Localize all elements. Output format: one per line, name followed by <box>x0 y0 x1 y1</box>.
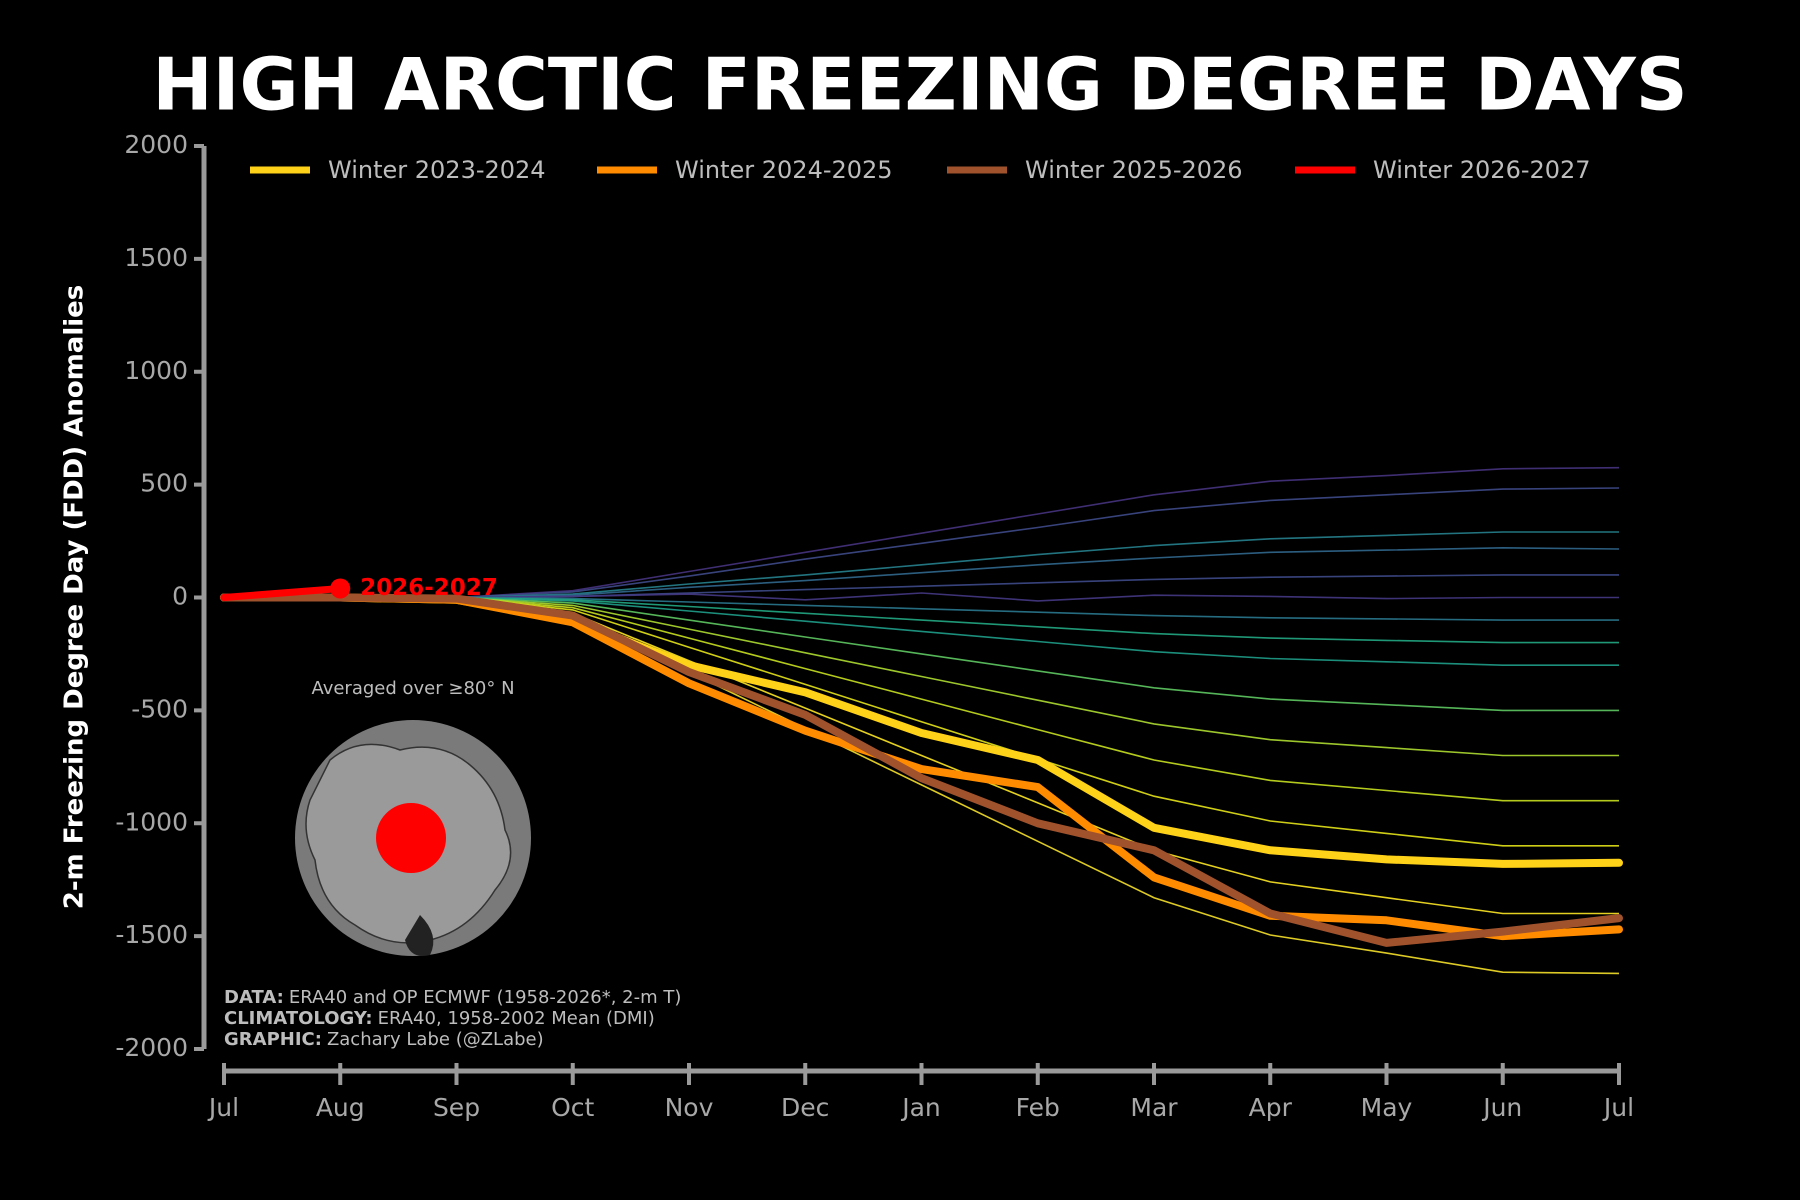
legend-item: Winter 2023-2024 <box>250 156 546 184</box>
current-label: 2026-2027 <box>360 575 498 601</box>
footnote: CLIMATOLOGY: ERA40, 1958-2002 Mean (DMI) <box>224 1008 655 1029</box>
chart-title: HIGH ARCTIC FREEZING DEGREE DAYS <box>152 43 1687 127</box>
x-tick-label: Mar <box>1130 1093 1178 1122</box>
y-tick-label: 1000 <box>124 356 188 385</box>
y-tick-label: 2000 <box>124 130 188 159</box>
legend-label: Winter 2025-2026 <box>1025 156 1243 184</box>
polar-map <box>295 720 531 956</box>
series-line <box>220 593 1623 947</box>
footnote: GRAPHIC: Zachary Labe (@ZLabe) <box>224 1029 544 1050</box>
legend-label: Winter 2024-2025 <box>675 156 893 184</box>
y-tick-label: -1000 <box>115 807 188 836</box>
map-caption: Averaged over ≥80° N <box>311 678 514 699</box>
y-tick-label: -2000 <box>115 1033 188 1062</box>
x-tick-label: Jul <box>207 1093 239 1122</box>
footnote-label: CLIMATOLOGY: <box>224 1008 373 1029</box>
x-tick-label: Jan <box>900 1093 941 1122</box>
footnote: DATA: ERA40 and OP ECMWF (1958-2026*, 2-m… <box>224 987 681 1008</box>
footnote-label: DATA: <box>224 987 284 1008</box>
y-axis-label: 2-m Freezing Degree Day (FDD) Anomalies <box>60 285 90 910</box>
footnote-text: ERA40 and OP ECMWF (1958-2026*, 2-m T) <box>289 987 682 1008</box>
footnote-text: Zachary Labe (@ZLabe) <box>327 1029 544 1050</box>
legend-item: Winter 2025-2026 <box>947 156 1243 184</box>
y-tick-label: 0 <box>172 582 188 611</box>
footnote-text: ERA40, 1958-2002 Mean (DMI) <box>378 1008 655 1029</box>
x-tick-label: Jul <box>1602 1093 1634 1122</box>
x-tick-label: Apr <box>1249 1093 1293 1122</box>
x-tick-label: Nov <box>665 1093 714 1122</box>
current-point <box>330 578 351 599</box>
y-tick-label: 500 <box>140 469 188 498</box>
x-tick-label: Feb <box>1016 1093 1060 1122</box>
y-tick-label: -500 <box>131 694 188 723</box>
x-tick-label: Oct <box>551 1093 594 1122</box>
x-tick-label: Dec <box>781 1093 829 1122</box>
legend-item: Winter 2024-2025 <box>597 156 893 184</box>
footnote-label: GRAPHIC: <box>224 1029 322 1050</box>
series-line <box>220 585 344 601</box>
region-marker <box>376 803 446 873</box>
legend-item: Winter 2026-2027 <box>1295 156 1591 184</box>
y-tick-label: -1500 <box>115 920 188 949</box>
x-tick-label: Aug <box>316 1093 365 1122</box>
legend-label: Winter 2026-2027 <box>1373 156 1591 184</box>
x-tick-label: May <box>1361 1093 1413 1122</box>
y-tick-label: 1500 <box>124 243 188 272</box>
legend-label: Winter 2023-2024 <box>328 156 546 184</box>
map-sea <box>405 915 434 956</box>
x-tick-label: Sep <box>433 1093 480 1122</box>
x-tick-label: Jun <box>1481 1093 1522 1122</box>
